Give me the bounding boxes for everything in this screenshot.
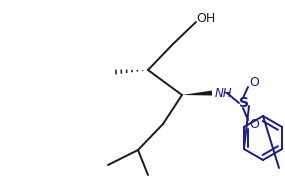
Text: O: O bbox=[249, 118, 259, 131]
Text: O: O bbox=[249, 75, 259, 88]
Text: S: S bbox=[239, 96, 249, 110]
Text: OH: OH bbox=[196, 11, 215, 24]
Text: NH: NH bbox=[215, 87, 233, 100]
Polygon shape bbox=[182, 91, 212, 96]
